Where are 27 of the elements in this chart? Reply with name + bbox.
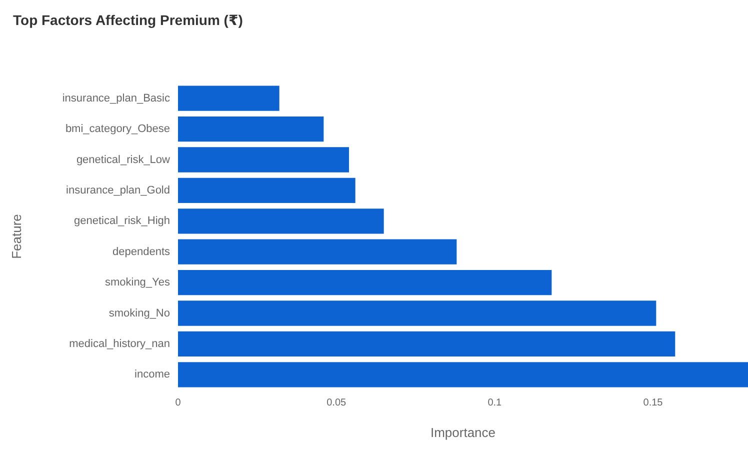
x-tick-label: 0 xyxy=(175,398,182,408)
x-tick-label: 0.05 xyxy=(326,398,346,408)
x-axis-title: Importance xyxy=(430,425,496,440)
bar xyxy=(178,86,280,111)
x-tick-label: 0.15 xyxy=(643,398,664,408)
bar xyxy=(178,147,349,172)
bar xyxy=(178,116,324,142)
y-tick-label: dependents xyxy=(112,246,170,258)
y-tick-label: genetical_risk_Low xyxy=(76,154,170,166)
y-tick-label: insurance_plan_Gold xyxy=(66,184,170,196)
y-tick-label: income xyxy=(134,368,170,381)
y-tick-label: bmi_category_Obese xyxy=(65,123,170,136)
bar xyxy=(178,362,748,388)
bar xyxy=(178,331,676,357)
x-tick-label: 0.1 xyxy=(488,398,502,408)
bar xyxy=(178,208,384,234)
bar xyxy=(178,270,552,296)
bar xyxy=(178,178,356,204)
y-axis-title: Feature xyxy=(9,214,24,259)
y-tick-label: smoking_No xyxy=(108,307,170,320)
chart-title: Top Factors Affecting Premium (₹) xyxy=(13,12,243,28)
y-tick-label: insurance_plan_Basic xyxy=(62,92,170,104)
bar xyxy=(178,239,457,264)
y-tick-label: genetical_risk_High xyxy=(74,215,170,228)
bar xyxy=(178,300,656,326)
y-tick-label: medical_history_nan xyxy=(69,338,170,350)
y-tick-label: smoking_Yes xyxy=(104,276,170,289)
